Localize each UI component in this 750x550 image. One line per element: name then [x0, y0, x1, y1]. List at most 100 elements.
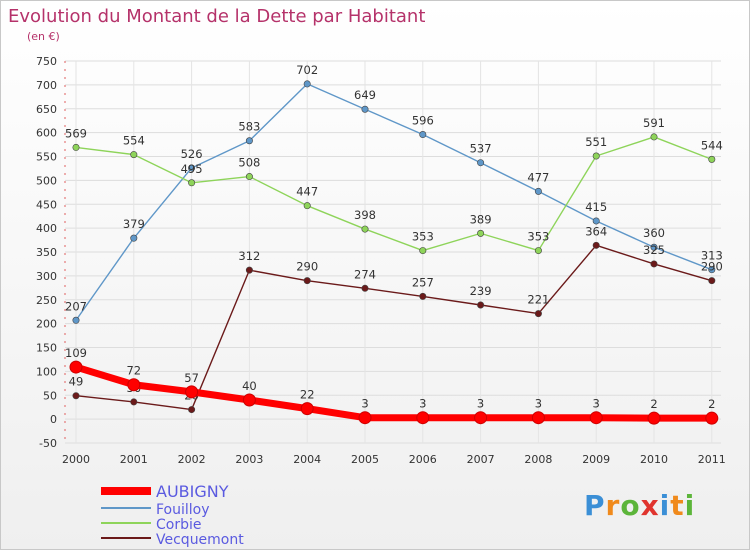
data-point — [303, 202, 311, 210]
chart-title: Evolution du Montant de la Dette par Hab… — [8, 6, 426, 27]
data-label: 583 — [238, 120, 260, 134]
x-tick-label: 2000 — [62, 453, 90, 466]
legend-label: Fouilloy — [156, 502, 210, 518]
data-label: 508 — [238, 156, 260, 170]
y-tick-label: 600 — [36, 127, 57, 140]
data-label: 239 — [470, 284, 492, 298]
data-label: 312 — [238, 249, 260, 263]
data-label: 3 — [477, 397, 484, 411]
data-point — [592, 241, 600, 249]
series-line-corbie — [75, 136, 713, 252]
data-point — [650, 260, 658, 268]
data-label: 207 — [65, 299, 87, 313]
data-label: 353 — [412, 230, 434, 244]
data-point — [592, 217, 600, 225]
data-point — [708, 155, 716, 163]
data-label: 364 — [585, 224, 607, 238]
y-tick-label: 700 — [36, 79, 57, 92]
proxiti-logo: Proxiti — [584, 489, 695, 522]
data-point — [188, 164, 196, 172]
data-label: 72 — [126, 364, 141, 378]
y-tick-label: 450 — [36, 198, 57, 211]
data-label: 596 — [412, 114, 434, 128]
x-tick-label: 2004 — [293, 453, 321, 466]
data-point — [361, 105, 369, 113]
data-point — [650, 133, 658, 141]
data-label: 3 — [419, 397, 426, 411]
data-label: 3 — [361, 397, 368, 411]
data-label: 57 — [184, 371, 199, 385]
data-point — [477, 301, 485, 309]
data-point — [127, 378, 141, 392]
data-label: 702 — [296, 63, 318, 77]
data-point — [534, 187, 542, 195]
logo-letter: i — [684, 489, 696, 522]
y-tick-label: 0 — [50, 413, 57, 426]
x-tick-label: 2002 — [178, 453, 206, 466]
data-label: 2 — [708, 397, 715, 411]
x-tick-label: 2011 — [698, 453, 726, 466]
data-point — [72, 143, 80, 151]
data-label: 274 — [354, 267, 376, 281]
logo-letter: o — [620, 489, 641, 522]
data-point — [534, 247, 542, 255]
data-label: 649 — [354, 88, 376, 102]
series-line-fouilloy — [75, 83, 713, 321]
data-label: 415 — [585, 200, 607, 214]
data-point — [589, 411, 603, 425]
logo-letter: r — [605, 489, 621, 522]
data-point — [188, 179, 196, 187]
data-point — [303, 80, 311, 88]
data-point — [358, 411, 372, 425]
logo-letter: P — [584, 489, 606, 522]
data-label: 537 — [470, 142, 492, 156]
data-label: 22 — [300, 388, 315, 402]
data-point — [419, 131, 427, 139]
data-point — [245, 173, 253, 181]
y-tick-label: 150 — [36, 342, 57, 355]
data-point — [708, 266, 716, 274]
data-label: 3 — [593, 397, 600, 411]
data-point — [130, 398, 138, 406]
data-point — [361, 225, 369, 233]
data-label: 290 — [701, 260, 723, 274]
data-label: 3 — [535, 397, 542, 411]
data-label: 526 — [181, 147, 203, 161]
legend-label: Vecquemont — [156, 532, 244, 548]
data-point — [130, 151, 138, 159]
data-point — [419, 247, 427, 255]
y-tick-label: -50 — [39, 437, 57, 450]
data-point — [650, 243, 658, 251]
data-point — [245, 137, 253, 145]
data-label: 569 — [65, 126, 87, 140]
y-tick-label: 400 — [36, 222, 57, 235]
data-label: 40 — [242, 379, 257, 393]
data-label: 398 — [354, 208, 376, 222]
chart-subtitle: (en €) — [27, 30, 60, 43]
data-point — [303, 277, 311, 285]
data-label: 221 — [527, 293, 549, 307]
data-label: 2 — [650, 397, 657, 411]
data-point — [708, 277, 716, 285]
data-label: 290 — [296, 260, 318, 274]
logo-letter: x — [640, 489, 660, 522]
data-point — [185, 385, 199, 399]
y-tick-label: 350 — [36, 246, 57, 259]
y-tick-label: 550 — [36, 151, 57, 164]
legend-label: AUBIGNY — [156, 482, 229, 501]
y-tick-label: 650 — [36, 103, 57, 116]
data-label: 360 — [643, 226, 665, 240]
data-point — [300, 402, 314, 416]
y-tick-label: 300 — [36, 270, 57, 283]
x-tick-label: 2003 — [235, 453, 263, 466]
data-point — [69, 360, 83, 374]
data-label: 353 — [527, 230, 549, 244]
x-tick-label: 2006 — [409, 453, 437, 466]
data-point — [647, 411, 661, 425]
data-label: 447 — [296, 185, 318, 199]
data-point — [534, 310, 542, 318]
data-label: 313 — [701, 249, 723, 263]
data-label: 379 — [123, 217, 145, 231]
data-label: 477 — [527, 170, 549, 184]
